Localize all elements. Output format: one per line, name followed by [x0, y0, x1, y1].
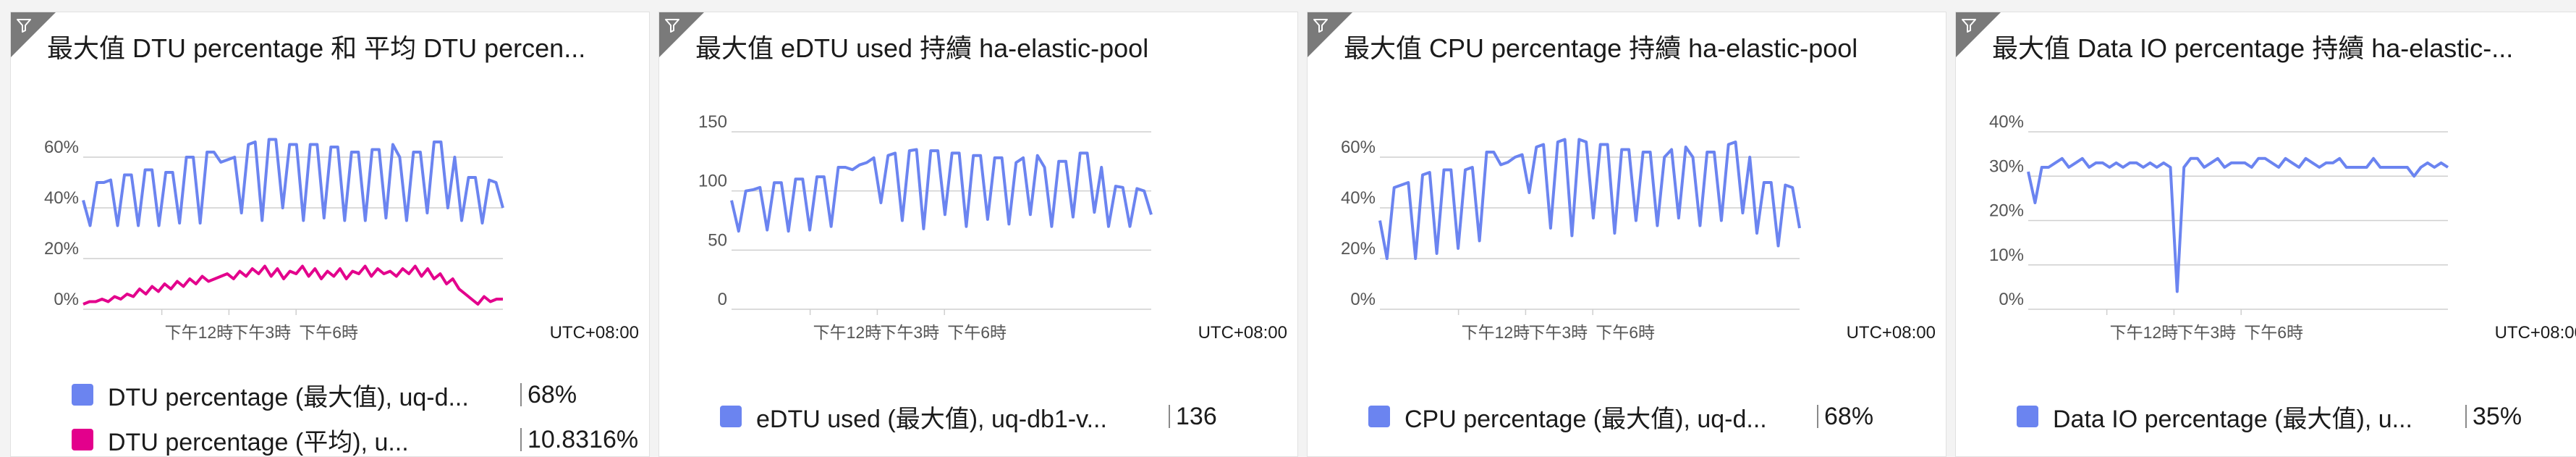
x-tick-label: 下午6時 — [2244, 323, 2303, 342]
tile-title[interactable]: 最大值 DTU percentage 和 平均 DTU percen... — [47, 33, 586, 63]
x-tick-label: 下午12時 — [813, 323, 882, 342]
y-tick-label: 0% — [1999, 290, 2024, 309]
y-tick-label: 20% — [44, 239, 79, 259]
x-tick-label: 下午12時 — [1462, 323, 1530, 342]
filter-icon[interactable] — [664, 17, 681, 34]
x-tick-label: 下午3時 — [2177, 323, 2236, 342]
legend-label: eDTU used (最大值), uq-db1-v... — [756, 405, 1107, 433]
series-line[interactable] — [1378, 138, 1801, 260]
legend-swatch — [2017, 406, 2038, 427]
legend-value: 10.8316% — [528, 425, 639, 453]
legend-swatch — [720, 406, 742, 427]
y-tick-label: 50 — [708, 230, 727, 250]
y-tick-label: 20% — [1341, 239, 1376, 259]
chart-tile[interactable]: 最大值 eDTU used 持續 ha-elastic-pool 0 50 100 15… — [658, 12, 1298, 457]
tile-title[interactable]: 最大值 CPU percentage 持續 ha-elastic-pool — [1344, 33, 1858, 63]
legend-label: DTU percentage (最大值), uq-d... — [108, 383, 469, 411]
y-tick-label: 30% — [1989, 156, 2024, 176]
tile-title[interactable]: 最大值 eDTU used 持續 ha-elastic-pool — [695, 33, 1149, 63]
legend-item[interactable]: Data IO percentage (最大值), u... 35% — [2017, 401, 2522, 433]
x-tick-label: 下午3時 — [1528, 323, 1588, 342]
filter-icon[interactable] — [15, 17, 33, 34]
chart-tile[interactable]: 最大值 CPU percentage 持續 ha-elastic-pool 0% 2… — [1307, 12, 1946, 457]
legend-swatch — [72, 429, 93, 450]
timezone-label: UTC+08:00 — [1847, 323, 1936, 343]
timezone-label: UTC+08:00 — [550, 323, 639, 343]
legend-item[interactable]: eDTU used (最大值), uq-db1-v... 136 — [720, 401, 1217, 433]
y-tick-label: 60% — [1341, 138, 1376, 157]
series-line[interactable] — [82, 264, 503, 306]
legend-item[interactable]: CPU percentage (最大值), uq-d... 68% — [1368, 401, 1874, 433]
legend-label: Data IO percentage (最大值), u... — [2053, 405, 2412, 433]
y-tick-label: 40% — [1989, 112, 2024, 132]
x-tick-label: 下午6時 — [1596, 323, 1655, 342]
legend-divider — [520, 383, 522, 406]
filter-icon[interactable] — [1960, 17, 1978, 34]
y-tick-label: 0 — [718, 290, 727, 309]
legend-value: 68% — [528, 380, 577, 408]
legend-item[interactable]: DTU percentage (平均), u... 10.8316% — [72, 424, 638, 456]
legend-label: CPU percentage (最大值), uq-d... — [1404, 405, 1767, 433]
x-tick-label: 下午12時 — [165, 323, 234, 342]
y-tick-label: 150 — [698, 112, 727, 132]
legend-item[interactable]: DTU percentage (最大值), uq-d... 68% — [72, 379, 577, 411]
y-tick-label: 40% — [1341, 188, 1376, 208]
chart-tile[interactable]: 最大值 DTU percentage 和 平均 DTU percen... 0% 2… — [10, 12, 650, 457]
legend-divider — [1169, 405, 1170, 428]
y-tick-label: 100 — [698, 172, 727, 191]
legend-value: 35% — [2473, 402, 2522, 430]
series-line[interactable] — [730, 148, 1153, 233]
y-tick-label: 10% — [1989, 246, 2024, 265]
legend-divider — [2465, 405, 2467, 428]
y-tick-label: 40% — [44, 188, 79, 208]
x-tick-label: 下午6時 — [299, 323, 358, 342]
tile-title[interactable]: 最大值 Data IO percentage 持續 ha-elastic-... — [1992, 33, 2514, 63]
legend-swatch — [1368, 406, 1390, 427]
chart-tile[interactable]: 最大值 Data IO percentage 持續 ha-elastic-...… — [1955, 12, 2576, 457]
legend-divider — [520, 428, 522, 451]
filter-icon[interactable] — [1312, 17, 1329, 34]
timezone-label: UTC+08:00 — [1198, 323, 1287, 343]
y-tick-label: 0% — [54, 290, 79, 309]
x-tick-label: 下午12時 — [2110, 323, 2179, 342]
y-tick-label: 0% — [1350, 290, 1376, 309]
y-tick-label: 60% — [44, 138, 79, 157]
timezone-label: UTC+08:00 — [2495, 323, 2576, 343]
legend-label: DTU percentage (平均), u... — [108, 428, 409, 456]
y-tick-label: 20% — [1989, 201, 2024, 221]
series-line[interactable] — [2027, 156, 2449, 293]
x-tick-label: 下午3時 — [232, 323, 291, 342]
legend-value: 136 — [1176, 402, 1217, 430]
x-tick-label: 下午3時 — [880, 323, 939, 342]
series-line[interactable] — [82, 138, 504, 227]
legend-value: 68% — [1824, 402, 1874, 430]
legend-divider — [1817, 405, 1818, 428]
legend-swatch — [72, 384, 93, 406]
x-tick-label: 下午6時 — [947, 323, 1007, 342]
